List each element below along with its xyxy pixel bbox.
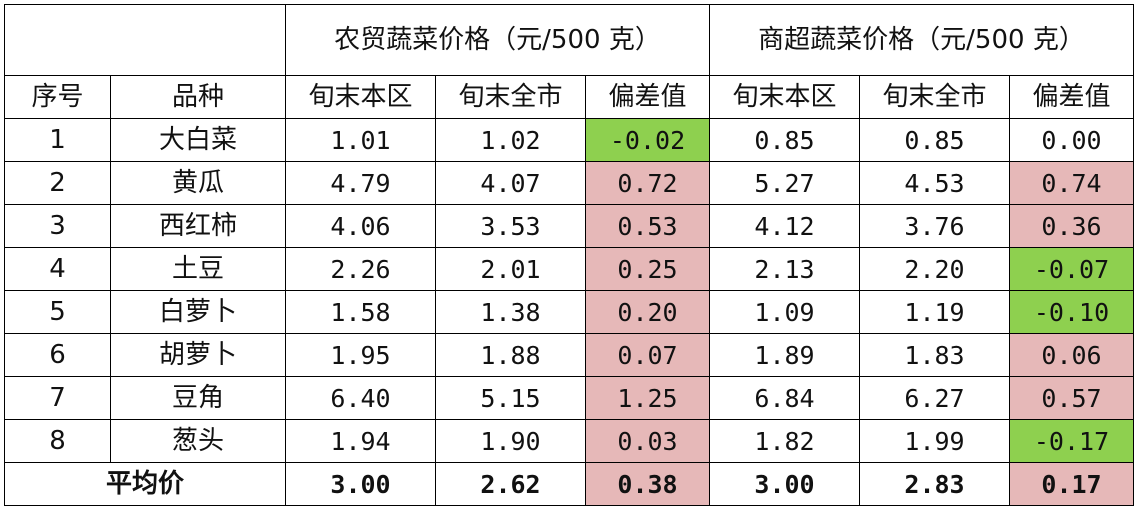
cell-sm-city: 6.27 bbox=[859, 376, 1010, 420]
group-header-row: 农贸蔬菜价格（元/500 克） 商超蔬菜价格（元/500 克） bbox=[4, 4, 1134, 76]
cell-nm-local: 1.58 bbox=[285, 290, 436, 334]
cell-sm-diff: 0.74 bbox=[1009, 161, 1134, 205]
cell-sm-local: 6.84 bbox=[709, 376, 860, 420]
cell-nm-city: 1.88 bbox=[435, 333, 586, 377]
cell-nm-city: 3.53 bbox=[435, 204, 586, 248]
cell-no: 2 bbox=[4, 161, 111, 205]
cell-nm-local: 1.94 bbox=[285, 419, 436, 463]
cell-sm-local: 4.12 bbox=[709, 204, 860, 248]
cell-nm-diff: -0.02 bbox=[585, 118, 710, 162]
cell-nm-local: 4.06 bbox=[285, 204, 436, 248]
col-header-nm-diff: 偏差值 bbox=[585, 75, 710, 119]
cell-nm-city: 4.07 bbox=[435, 161, 586, 205]
cell-nm-diff: 0.03 bbox=[585, 419, 710, 463]
cell-sm-city: 2.20 bbox=[859, 247, 1010, 291]
cell-variety: 土豆 bbox=[110, 247, 286, 291]
cell-sm-local: 2.13 bbox=[709, 247, 860, 291]
cell-sm-diff: -0.10 bbox=[1009, 290, 1134, 334]
average-row: 平均价 3.00 2.62 0.38 3.00 2.83 0.17 bbox=[4, 462, 1134, 506]
cell-no: 6 bbox=[4, 333, 111, 377]
cell-sm-diff: 0.06 bbox=[1009, 333, 1134, 377]
cell-nm-diff: 0.72 bbox=[585, 161, 710, 205]
cell-sm-diff: 0.57 bbox=[1009, 376, 1134, 420]
avg-nm-local: 3.00 bbox=[285, 462, 436, 506]
farmers-market-header: 农贸蔬菜价格（元/500 克） bbox=[285, 4, 710, 76]
cell-nm-local: 1.95 bbox=[285, 333, 436, 377]
col-header-no: 序号 bbox=[4, 75, 111, 119]
cell-sm-diff: 0.00 bbox=[1009, 118, 1134, 162]
column-header-row: 序号 品种 旬末本区 旬末全市 偏差值 旬末本区 旬末全市 偏差值 bbox=[4, 75, 1134, 119]
cell-sm-city: 1.83 bbox=[859, 333, 1010, 377]
cell-sm-local: 1.89 bbox=[709, 333, 860, 377]
col-header-variety: 品种 bbox=[110, 75, 286, 119]
cell-sm-city: 1.99 bbox=[859, 419, 1010, 463]
col-header-sm-city: 旬末全市 bbox=[859, 75, 1010, 119]
avg-sm-local: 3.00 bbox=[709, 462, 860, 506]
vegetable-price-table: 农贸蔬菜价格（元/500 克） 商超蔬菜价格（元/500 克） 序号 品种 旬末… bbox=[4, 4, 1134, 506]
cell-no: 1 bbox=[4, 118, 111, 162]
cell-sm-city: 1.19 bbox=[859, 290, 1010, 334]
cell-nm-city: 5.15 bbox=[435, 376, 586, 420]
cell-nm-local: 2.26 bbox=[285, 247, 436, 291]
cell-nm-local: 1.01 bbox=[285, 118, 436, 162]
col-header-sm-diff: 偏差值 bbox=[1009, 75, 1134, 119]
empty-corner-cell bbox=[4, 4, 286, 76]
table-row: 6 胡萝卜 1.95 1.88 0.07 1.89 1.83 0.06 bbox=[4, 333, 1134, 377]
col-header-nm-city: 旬末全市 bbox=[435, 75, 586, 119]
table-row: 4 土豆 2.26 2.01 0.25 2.13 2.20 -0.07 bbox=[4, 247, 1134, 291]
cell-nm-city: 2.01 bbox=[435, 247, 586, 291]
avg-nm-diff: 0.38 bbox=[585, 462, 710, 506]
cell-sm-local: 1.09 bbox=[709, 290, 860, 334]
cell-nm-city: 1.90 bbox=[435, 419, 586, 463]
avg-sm-city: 2.83 bbox=[859, 462, 1010, 506]
cell-variety: 豆角 bbox=[110, 376, 286, 420]
avg-sm-diff: 0.17 bbox=[1009, 462, 1134, 506]
cell-nm-diff: 1.25 bbox=[585, 376, 710, 420]
cell-variety: 葱头 bbox=[110, 419, 286, 463]
col-header-sm-local: 旬末本区 bbox=[709, 75, 860, 119]
col-header-nm-local: 旬末本区 bbox=[285, 75, 436, 119]
cell-sm-city: 4.53 bbox=[859, 161, 1010, 205]
cell-nm-city: 1.38 bbox=[435, 290, 586, 334]
cell-no: 4 bbox=[4, 247, 111, 291]
cell-variety: 大白菜 bbox=[110, 118, 286, 162]
cell-variety: 西红柿 bbox=[110, 204, 286, 248]
cell-nm-local: 4.79 bbox=[285, 161, 436, 205]
cell-sm-diff: 0.36 bbox=[1009, 204, 1134, 248]
cell-sm-diff: -0.17 bbox=[1009, 419, 1134, 463]
cell-nm-diff: 0.25 bbox=[585, 247, 710, 291]
table-row: 3 西红柿 4.06 3.53 0.53 4.12 3.76 0.36 bbox=[4, 204, 1134, 248]
table-row: 1 大白菜 1.01 1.02 -0.02 0.85 0.85 0.00 bbox=[4, 118, 1134, 162]
cell-nm-city: 1.02 bbox=[435, 118, 586, 162]
cell-sm-local: 1.82 bbox=[709, 419, 860, 463]
cell-variety: 白萝卜 bbox=[110, 290, 286, 334]
cell-nm-local: 6.40 bbox=[285, 376, 436, 420]
cell-nm-diff: 0.53 bbox=[585, 204, 710, 248]
cell-variety: 胡萝卜 bbox=[110, 333, 286, 377]
cell-sm-local: 0.85 bbox=[709, 118, 860, 162]
cell-sm-local: 5.27 bbox=[709, 161, 860, 205]
cell-nm-diff: 0.07 bbox=[585, 333, 710, 377]
table-row: 2 黄瓜 4.79 4.07 0.72 5.27 4.53 0.74 bbox=[4, 161, 1134, 205]
cell-sm-city: 0.85 bbox=[859, 118, 1010, 162]
table-row: 8 葱头 1.94 1.90 0.03 1.82 1.99 -0.17 bbox=[4, 419, 1134, 463]
cell-sm-diff: -0.07 bbox=[1009, 247, 1134, 291]
cell-no: 8 bbox=[4, 419, 111, 463]
supermarket-header: 商超蔬菜价格（元/500 克） bbox=[709, 4, 1134, 76]
table-row: 7 豆角 6.40 5.15 1.25 6.84 6.27 0.57 bbox=[4, 376, 1134, 420]
cell-no: 7 bbox=[4, 376, 111, 420]
cell-no: 3 bbox=[4, 204, 111, 248]
avg-nm-city: 2.62 bbox=[435, 462, 586, 506]
cell-no: 5 bbox=[4, 290, 111, 334]
cell-nm-diff: 0.20 bbox=[585, 290, 710, 334]
average-label: 平均价 bbox=[4, 462, 286, 506]
cell-variety: 黄瓜 bbox=[110, 161, 286, 205]
table-row: 5 白萝卜 1.58 1.38 0.20 1.09 1.19 -0.10 bbox=[4, 290, 1134, 334]
cell-sm-city: 3.76 bbox=[859, 204, 1010, 248]
